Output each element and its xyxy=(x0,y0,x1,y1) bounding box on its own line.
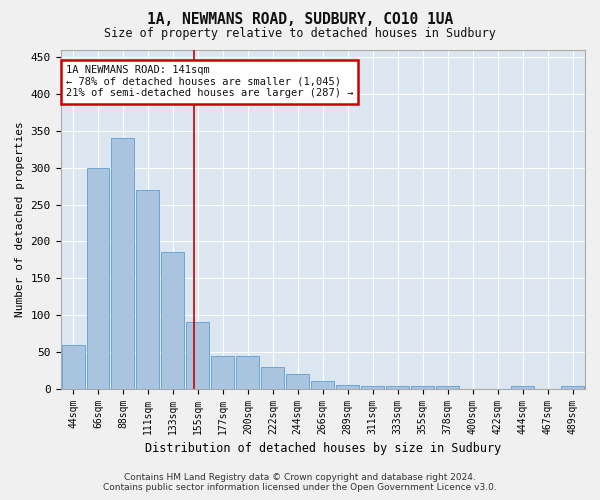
Bar xyxy=(236,356,259,388)
Bar xyxy=(136,190,160,388)
Bar xyxy=(336,385,359,388)
Bar xyxy=(286,374,309,388)
Bar xyxy=(211,356,235,388)
Text: 1A, NEWMANS ROAD, SUDBURY, CO10 1UA: 1A, NEWMANS ROAD, SUDBURY, CO10 1UA xyxy=(147,12,453,28)
X-axis label: Distribution of detached houses by size in Sudbury: Distribution of detached houses by size … xyxy=(145,442,501,455)
Bar xyxy=(112,138,134,388)
Bar xyxy=(86,168,109,388)
Bar xyxy=(561,386,584,388)
Text: Size of property relative to detached houses in Sudbury: Size of property relative to detached ho… xyxy=(104,28,496,40)
Bar xyxy=(386,386,409,388)
Text: Contains HM Land Registry data © Crown copyright and database right 2024.
Contai: Contains HM Land Registry data © Crown c… xyxy=(103,473,497,492)
Bar xyxy=(511,386,534,388)
Bar xyxy=(262,366,284,388)
Bar xyxy=(411,386,434,388)
Bar xyxy=(436,386,459,388)
Bar xyxy=(187,322,209,388)
Y-axis label: Number of detached properties: Number of detached properties xyxy=(15,122,25,317)
Bar xyxy=(361,386,384,388)
Bar xyxy=(62,344,85,389)
Bar xyxy=(311,382,334,388)
Bar xyxy=(161,252,184,388)
Text: 1A NEWMANS ROAD: 141sqm
← 78% of detached houses are smaller (1,045)
21% of semi: 1A NEWMANS ROAD: 141sqm ← 78% of detache… xyxy=(66,65,353,98)
